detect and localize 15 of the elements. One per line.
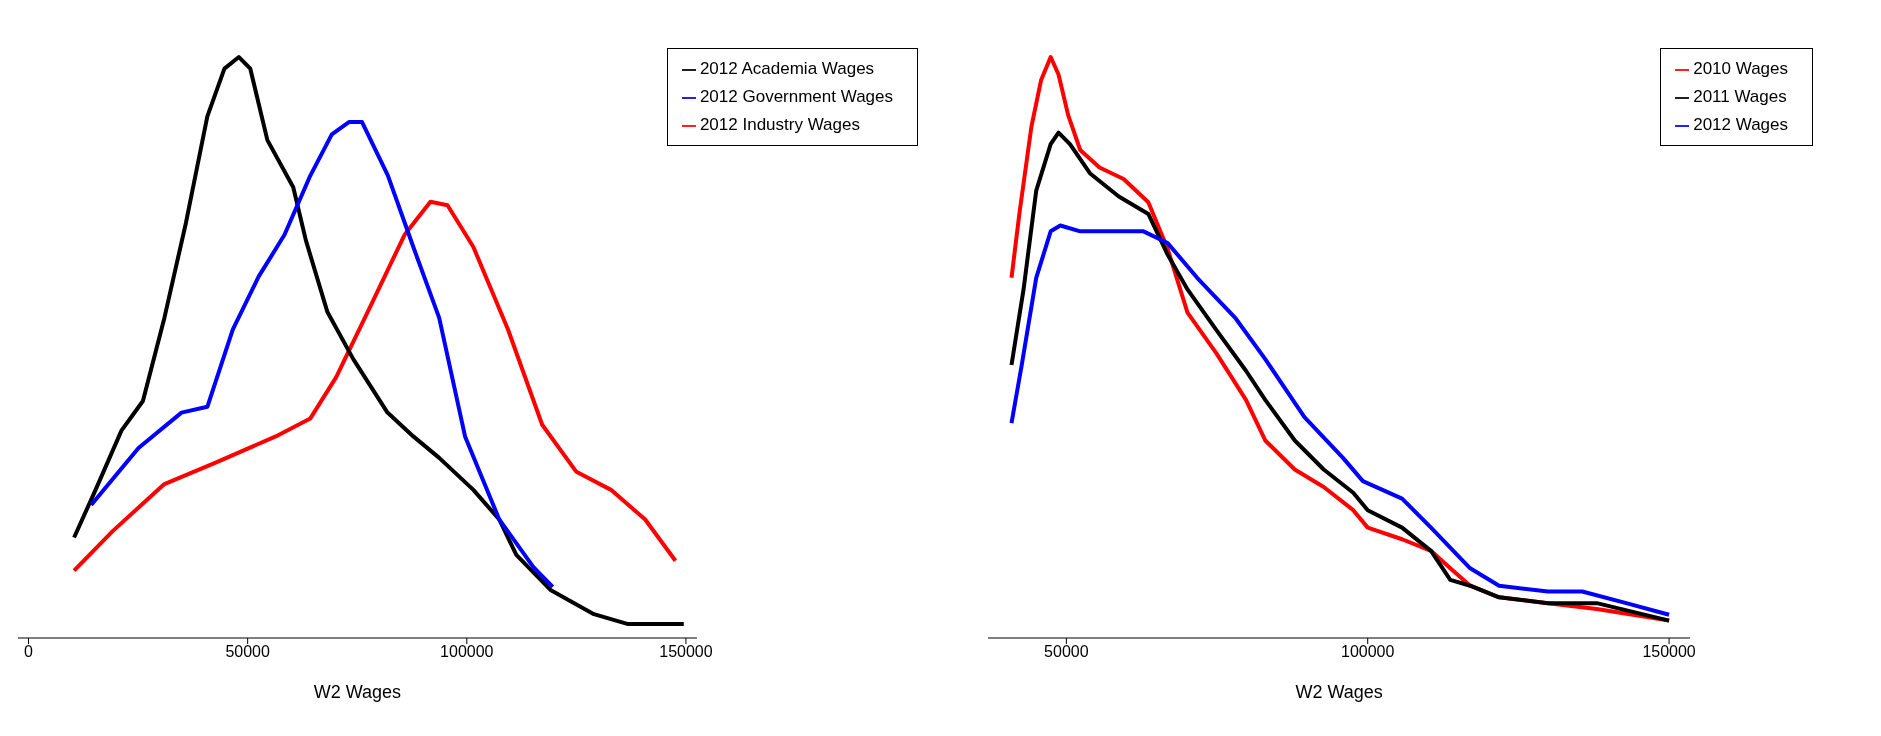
x-axis-title: W2 Wages [313, 682, 402, 702]
legend-label: 2012 Industry Wages [699, 115, 860, 134]
legend-label: 2010 Wages [1693, 59, 1788, 78]
legend-label: 2012 Academia Wages [699, 59, 875, 78]
legend-label: 2011 Wages [1693, 87, 1787, 106]
legend-label: 2012 Government Wages [699, 87, 893, 106]
x-tick-label: 50000 [225, 643, 271, 661]
x-tick-label: 150000 [1642, 643, 1696, 661]
x-tick-label: 50000 [1044, 643, 1089, 661]
legend-label: 2012 Wages [1693, 115, 1788, 134]
x-tick-label: 100000 [440, 643, 494, 661]
x-axis-title: W2 Wages [1295, 682, 1383, 702]
x-tick-label: 0 [24, 643, 34, 661]
x-tick-label: 100000 [1341, 643, 1395, 661]
x-tick-label: 150000 [659, 643, 713, 661]
